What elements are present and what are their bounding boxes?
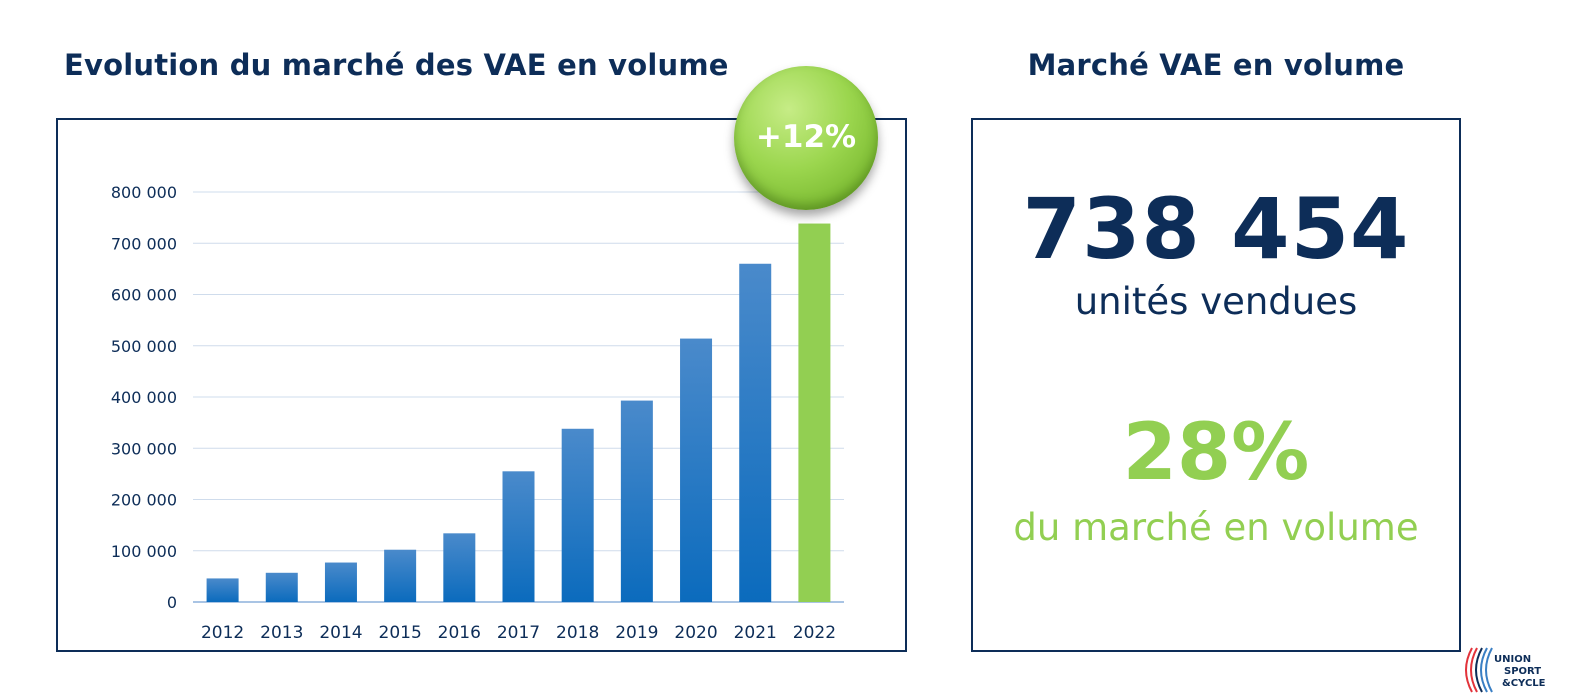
x-tick-label: 2015 [379,623,422,643]
y-tick-label: 200 000 [111,491,177,510]
units-sold-label: unités vendues [1074,280,1358,323]
svg-text:SPORT: SPORT [1504,666,1541,677]
bar-2018 [561,428,594,602]
x-tick-label: 2019 [615,623,658,643]
union-sport-cycle-logo: UNION SPORT &CYCLE [1465,647,1546,693]
y-tick-label: 700 000 [111,234,177,253]
x-tick-label: 2017 [497,623,540,643]
growth-badge: +12% [734,66,878,210]
bar-2016 [443,533,476,602]
bar-2019 [620,400,653,602]
x-tick-label: 2013 [260,623,303,643]
svg-text:UNION: UNION [1494,654,1531,665]
units-sold-value: 738 454 [1022,180,1410,278]
y-tick-label: 400 000 [111,388,177,407]
market-share-value: 28% [1122,408,1310,498]
chart-title: Evolution du marché des VAE en volume [64,48,729,82]
y-tick-label: 0 [167,593,177,612]
x-tick-label: 2012 [201,623,244,643]
x-tick-label: 2020 [674,623,717,643]
market-share-label: du marché en volume [1013,506,1419,549]
bar-2014 [324,562,357,602]
chart-panel: 0 100 000 200 000 300 000 400 000 500 000 600 … [56,118,907,652]
y-tick-label: 800 000 [111,183,177,202]
bar-2017 [502,471,535,602]
x-tick-label: 2014 [319,623,362,643]
x-tick-label: 2021 [734,623,777,643]
kpi-title: Marché VAE en volume [1027,48,1405,82]
x-tick-label: 2022 [793,623,836,643]
bar-2015 [384,549,417,602]
svg-text:&CYCLE: &CYCLE [1502,678,1546,689]
x-tick-label: 2016 [438,623,481,643]
bar-2021 [739,263,772,602]
bar-chart: 0 100 000 200 000 300 000 400 000 500 000 600 … [111,183,844,643]
bar-2020 [680,338,713,602]
y-tick-label: 500 000 [111,337,177,356]
y-tick-label: 600 000 [111,286,177,305]
y-tick-label: 300 000 [111,439,177,458]
kpi-panel: 738 454 unités vendues 28% du marché en … [971,118,1461,652]
growth-badge-label: +12% [755,119,857,155]
y-tick-label: 100 000 [111,542,177,561]
bar-2013 [265,572,298,602]
x-tick-label: 2018 [556,623,599,643]
bar-2022 [798,223,831,602]
bar-2012 [206,578,239,602]
